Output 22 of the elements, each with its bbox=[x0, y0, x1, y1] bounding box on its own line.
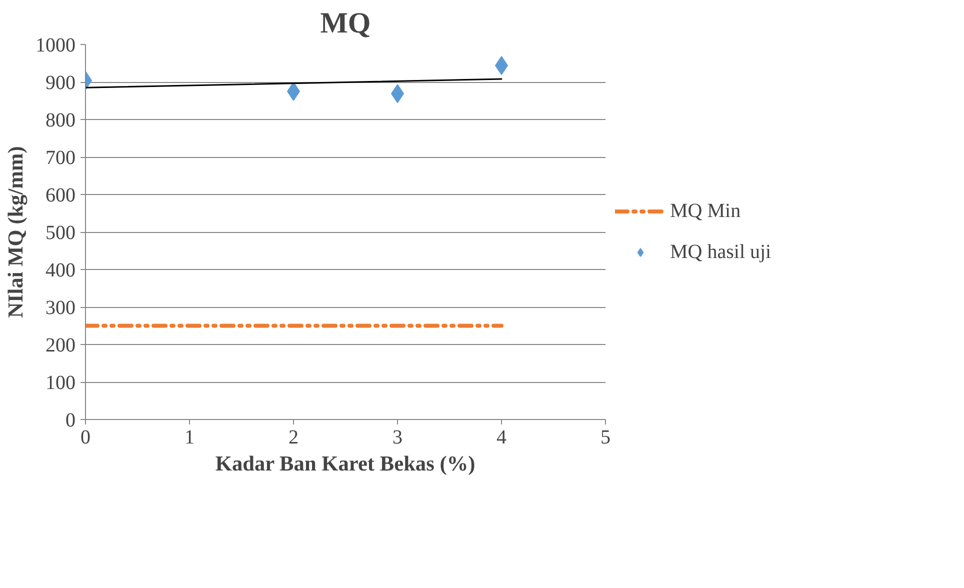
legend-label: MQ hasil uji bbox=[670, 240, 772, 264]
y-tick-label: 700 bbox=[46, 147, 76, 169]
x-tick-label: 3 bbox=[392, 426, 402, 448]
y-tick-label: 300 bbox=[46, 297, 76, 319]
y-tick-label: 900 bbox=[46, 72, 76, 94]
x-tick-label: 2 bbox=[288, 426, 298, 448]
x-tick-label: 4 bbox=[496, 426, 506, 448]
chart-title: MQ bbox=[320, 8, 371, 40]
y-tick-label: 400 bbox=[46, 260, 76, 282]
y-tick-label: 100 bbox=[46, 372, 76, 394]
y-tick-label: 500 bbox=[46, 222, 76, 244]
y-axis-title: NIlai MQ (kg/mm) bbox=[4, 146, 28, 318]
y-tick-label: 200 bbox=[46, 334, 76, 356]
y-tick-label: 800 bbox=[46, 110, 76, 132]
x-tick-label: 1 bbox=[184, 426, 194, 448]
y-tick-label: 0 bbox=[66, 410, 76, 432]
legend-label: MQ Min bbox=[670, 200, 741, 222]
x-tick-label: 5 bbox=[600, 426, 610, 448]
y-tick-label: 600 bbox=[46, 184, 76, 206]
x-axis-title: Kadar Ban Karet Bekas (%) bbox=[215, 452, 476, 476]
x-tick-label: 0 bbox=[80, 426, 90, 448]
y-tick-label: 1000 bbox=[36, 34, 76, 56]
